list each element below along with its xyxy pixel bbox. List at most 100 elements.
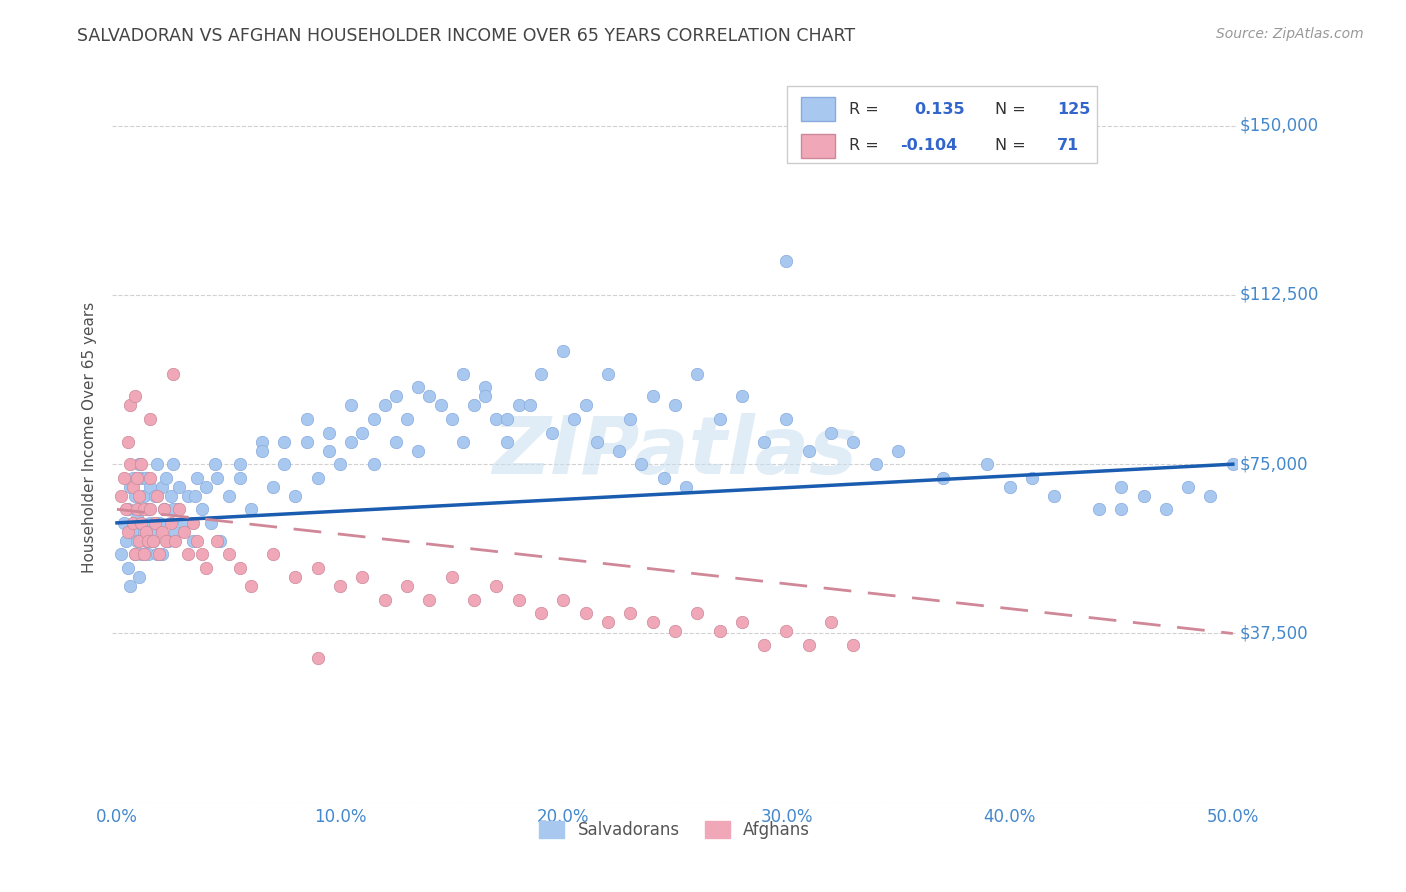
Point [976, 457, 998, 471]
Point [496, 412, 519, 426]
Point [184, 489, 207, 503]
Point [318, 443, 340, 458]
Point [553, 592, 575, 607]
Point [112, 471, 135, 485]
Point [110, 489, 132, 503]
Point [132, 502, 155, 516]
Point [131, 471, 153, 485]
Point [1109, 502, 1132, 516]
Point [374, 592, 396, 607]
Point [159, 489, 181, 503]
Point [135, 533, 157, 548]
Point [406, 380, 429, 394]
Point [329, 457, 352, 471]
Point [596, 367, 619, 381]
Point [307, 561, 329, 575]
Point [121, 471, 143, 485]
Point [675, 480, 697, 494]
Point [1154, 502, 1177, 516]
Point [1021, 471, 1043, 485]
Point [139, 524, 162, 539]
Point [797, 443, 820, 458]
Point [120, 399, 142, 413]
Point [998, 480, 1021, 494]
Point [128, 570, 150, 584]
Point [135, 524, 157, 539]
Point [664, 399, 686, 413]
Text: N =: N = [995, 138, 1026, 153]
Point [307, 471, 329, 485]
Point [596, 615, 619, 630]
Point [385, 389, 408, 403]
Point [553, 344, 575, 359]
Point [195, 561, 218, 575]
Point [295, 434, 318, 449]
Point [181, 516, 204, 530]
Point [173, 524, 195, 539]
Point [396, 412, 419, 426]
Point [262, 480, 284, 494]
Text: N =: N = [995, 102, 1026, 117]
Point [585, 434, 607, 449]
Text: ZIPatlas: ZIPatlas [492, 413, 858, 491]
Point [159, 516, 181, 530]
Point [709, 412, 731, 426]
Point [797, 638, 820, 652]
Point [318, 425, 340, 440]
Point [117, 502, 139, 516]
Point [1199, 489, 1222, 503]
Point [131, 548, 153, 562]
Point [125, 511, 148, 525]
Point [429, 399, 451, 413]
Point [385, 434, 408, 449]
Point [664, 624, 686, 639]
Point [752, 638, 775, 652]
Point [131, 457, 153, 471]
Point [686, 606, 709, 620]
Point [641, 389, 664, 403]
Point [1132, 489, 1154, 503]
Bar [801, 134, 835, 158]
Point [440, 412, 463, 426]
Point [329, 579, 352, 593]
Point [157, 533, 180, 548]
Text: R =: R = [849, 138, 879, 153]
Point [731, 615, 754, 630]
Point [204, 457, 226, 471]
Point [463, 592, 485, 607]
Point [124, 389, 146, 403]
Point [709, 624, 731, 639]
Point [508, 399, 530, 413]
Point [186, 533, 208, 548]
Point [775, 412, 797, 426]
Point [250, 443, 273, 458]
Point [228, 561, 250, 575]
Point [135, 471, 157, 485]
Point [121, 524, 143, 539]
Point [155, 533, 177, 548]
Point [363, 412, 385, 426]
Text: -0.104: -0.104 [900, 138, 957, 153]
Point [148, 516, 170, 530]
Point [128, 533, 150, 548]
Point [125, 502, 148, 516]
Point [124, 489, 146, 503]
Point [630, 457, 652, 471]
Point [239, 579, 262, 593]
Point [139, 412, 162, 426]
Point [177, 489, 200, 503]
Point [125, 533, 148, 548]
Point [162, 457, 184, 471]
Point [117, 524, 139, 539]
Point [136, 533, 159, 548]
Point [169, 502, 191, 516]
Point [485, 412, 508, 426]
Point [128, 457, 150, 471]
Text: 71: 71 [1057, 138, 1080, 153]
Point [1109, 480, 1132, 494]
Point [228, 457, 250, 471]
Point [181, 533, 204, 548]
Point [163, 524, 186, 539]
Point [284, 489, 307, 503]
Point [541, 425, 564, 440]
